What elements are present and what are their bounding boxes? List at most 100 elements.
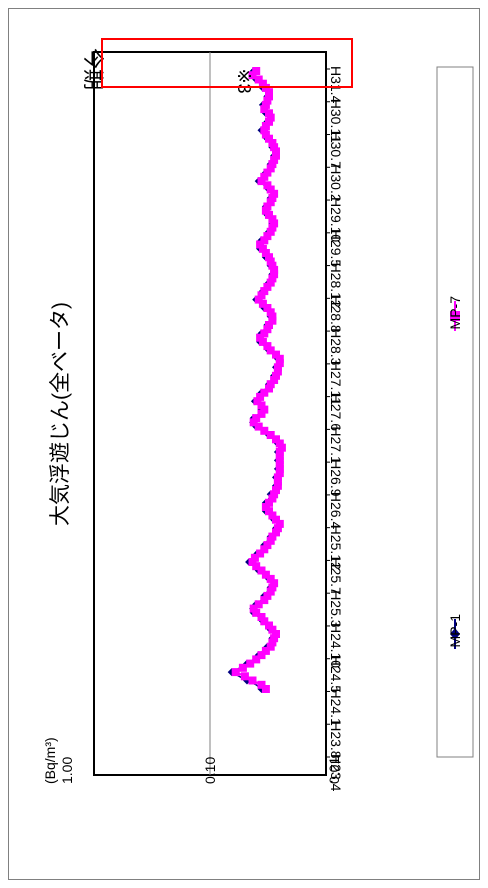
data-point-mp-7	[258, 244, 267, 253]
data-point-mp-7	[268, 160, 277, 169]
data-point-mp-7	[263, 96, 272, 105]
data-point-mp-7	[275, 519, 284, 528]
legend-marker-mp-7	[450, 311, 460, 321]
data-point-mp-7	[270, 143, 279, 152]
data-point-mp-7	[260, 126, 269, 135]
data-point-mp-7	[266, 346, 275, 355]
data-point-mp-7	[238, 663, 247, 672]
data-point-mp-7	[265, 621, 273, 630]
data-point-mp-7	[275, 456, 284, 465]
data-point-mp-7	[265, 253, 273, 262]
data-point-mp-7	[263, 342, 272, 351]
data-point-mp-7	[253, 397, 262, 406]
data-point-mp-7	[275, 439, 284, 448]
x-tick-label: H26.4	[328, 492, 344, 530]
data-point-mp-7	[254, 295, 263, 304]
data-point-mp-7	[272, 435, 280, 444]
data-point-mp-7	[266, 431, 275, 439]
data-point-mp-7	[248, 676, 257, 685]
data-point-mp-7	[250, 553, 259, 562]
data-point-mp-7	[263, 304, 272, 312]
x-tick-label: H24.5	[328, 656, 344, 694]
data-point-mp-7	[257, 651, 266, 660]
data-point-mp-7	[252, 655, 261, 664]
data-point-mp-7	[273, 473, 282, 482]
data-point-mp-7	[272, 528, 280, 537]
current-period-highlight	[101, 38, 353, 88]
x-tick-label: H29.10	[328, 197, 344, 242]
data-point-mp-7	[266, 536, 275, 545]
chart-svg: 大気浮遊じん(全ベータ) (Bq/m³) 1.00 0.10 0.01 H23.…	[42, 38, 474, 792]
data-point-mp-7	[268, 274, 277, 283]
data-point-mp-7	[249, 418, 258, 427]
data-point-mp-7	[252, 414, 261, 423]
data-point-mp-7	[268, 638, 277, 647]
data-point-mp-7	[270, 634, 279, 643]
data-point-mp-7	[256, 549, 265, 558]
legend-item-mp-7: MP-7	[447, 296, 463, 331]
legend-label-mp-7: MP-7	[447, 296, 463, 330]
data-point-mp-7	[261, 122, 270, 130]
data-point-mp-7	[256, 392, 265, 401]
data-point-mp-7	[268, 532, 277, 541]
data-point-mp-7	[260, 388, 269, 397]
data-point-mp-7	[249, 604, 258, 613]
data-point-mp-7	[257, 409, 266, 418]
data-point-mp-7	[268, 215, 277, 224]
data-point-mp-7	[257, 177, 266, 186]
data-point-mp-7	[263, 325, 272, 334]
data-point-mp-7	[266, 227, 275, 236]
data-point-mp-7	[270, 490, 279, 499]
data-point-mp-7	[260, 236, 269, 245]
data-point-mp-7	[261, 100, 270, 109]
data-point-mp-7	[268, 312, 277, 321]
data-point-mp-7	[272, 486, 280, 495]
data-point-mp-7	[257, 680, 266, 689]
data-point-mp-7	[254, 75, 263, 84]
data-point-mp-7	[265, 507, 273, 516]
data-point-mp-7	[275, 359, 284, 368]
x-tick-label: H27.11	[328, 361, 344, 405]
data-point-mp-7	[261, 570, 270, 579]
data-point-mp-7	[275, 469, 284, 478]
data-point-mp-7	[268, 511, 277, 520]
data-point-mp-7	[273, 481, 282, 490]
data-point-mp-7	[260, 105, 269, 114]
data-point-mp-7	[272, 630, 280, 638]
y-tick-label-1-00: 1.00	[59, 757, 75, 784]
data-point-mp-7	[263, 541, 272, 550]
data-point-mp-7	[266, 198, 275, 207]
data-point-mp-7	[266, 642, 275, 651]
data-point-mp-7	[257, 291, 266, 300]
x-tick-label: H23.8	[328, 721, 344, 759]
x-tick-label: H23.4	[328, 754, 344, 792]
data-point-mp-7	[270, 189, 279, 198]
data-point-mp-7	[266, 380, 275, 389]
data-point-mp-7	[260, 426, 269, 435]
legend-item-mp-1: MP-1	[447, 614, 463, 649]
data-point-mp-7	[266, 278, 275, 287]
annotation-current-period: 今期	[81, 48, 104, 90]
data-point-mp-7	[261, 130, 270, 139]
data-point-mp-7	[252, 608, 261, 617]
data-point-mp-7	[257, 566, 266, 575]
legend-marker-mp-1	[450, 628, 460, 640]
data-point-mp-7	[257, 401, 266, 410]
data-point-mp-7	[265, 88, 273, 97]
x-tick-label: H28.8	[328, 295, 344, 333]
data-point-mp-7	[261, 206, 270, 215]
data-point-mp-7	[265, 210, 273, 219]
x-tick-label: H31.4	[328, 66, 344, 104]
data-point-mp-7	[268, 261, 277, 270]
data-point-mp-7	[248, 71, 257, 80]
data-point-mp-7	[265, 134, 273, 143]
data-point-mp-7	[270, 219, 279, 228]
data-point-mp-7	[272, 151, 280, 160]
data-point-mp-7	[268, 316, 277, 325]
data-point-mp-7	[266, 113, 275, 122]
data-point-mp-7	[268, 194, 277, 202]
data-point-mp-7	[268, 625, 277, 634]
data-point-mp-7	[272, 350, 280, 359]
y-tick-label-0-10: 0.10	[202, 757, 218, 784]
x-tick-label: H25.7	[328, 557, 344, 595]
